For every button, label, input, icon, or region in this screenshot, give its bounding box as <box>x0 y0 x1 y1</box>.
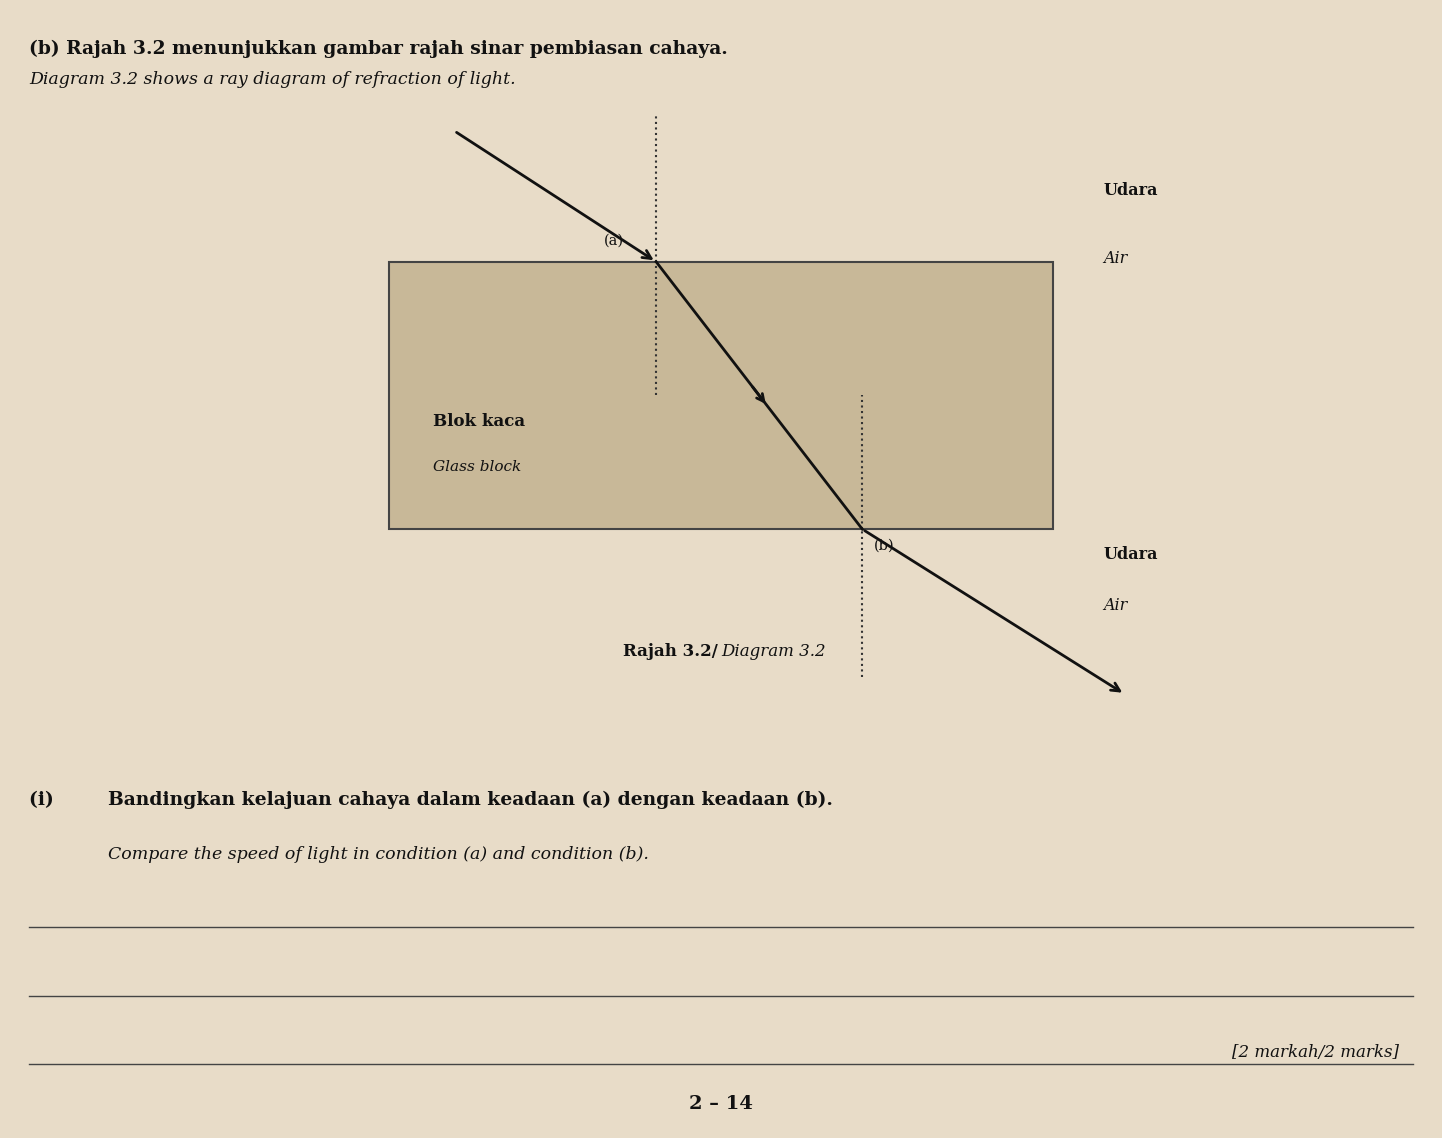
Text: Air: Air <box>1103 250 1128 267</box>
Text: [2 markah/2 marks]: [2 markah/2 marks] <box>1231 1044 1399 1061</box>
Text: Compare the speed of light in condition (a) and condition (b).: Compare the speed of light in condition … <box>108 846 649 863</box>
Text: (b) Rajah 3.2 menunjukkan gambar rajah sinar pembiasan cahaya.: (b) Rajah 3.2 menunjukkan gambar rajah s… <box>29 40 728 58</box>
Bar <box>389 262 1053 529</box>
Text: (a): (a) <box>604 234 624 248</box>
Text: Air: Air <box>1103 597 1128 615</box>
Text: Diagram 3.2 shows a ray diagram of refraction of light.: Diagram 3.2 shows a ray diagram of refra… <box>29 71 515 88</box>
Text: (b): (b) <box>874 538 894 552</box>
Text: 2 – 14: 2 – 14 <box>689 1095 753 1113</box>
Text: Udara: Udara <box>1103 546 1158 563</box>
Text: Glass block: Glass block <box>433 460 521 473</box>
Text: Bandingkan kelajuan cahaya dalam keadaan (a) dengan keadaan (b).: Bandingkan kelajuan cahaya dalam keadaan… <box>108 791 833 809</box>
Text: Diagram 3.2: Diagram 3.2 <box>721 643 826 660</box>
Text: Udara: Udara <box>1103 182 1158 199</box>
Text: Blok kaca: Blok kaca <box>433 413 525 429</box>
Text: Rajah 3.2/: Rajah 3.2/ <box>623 643 718 660</box>
Text: (i): (i) <box>29 791 74 809</box>
